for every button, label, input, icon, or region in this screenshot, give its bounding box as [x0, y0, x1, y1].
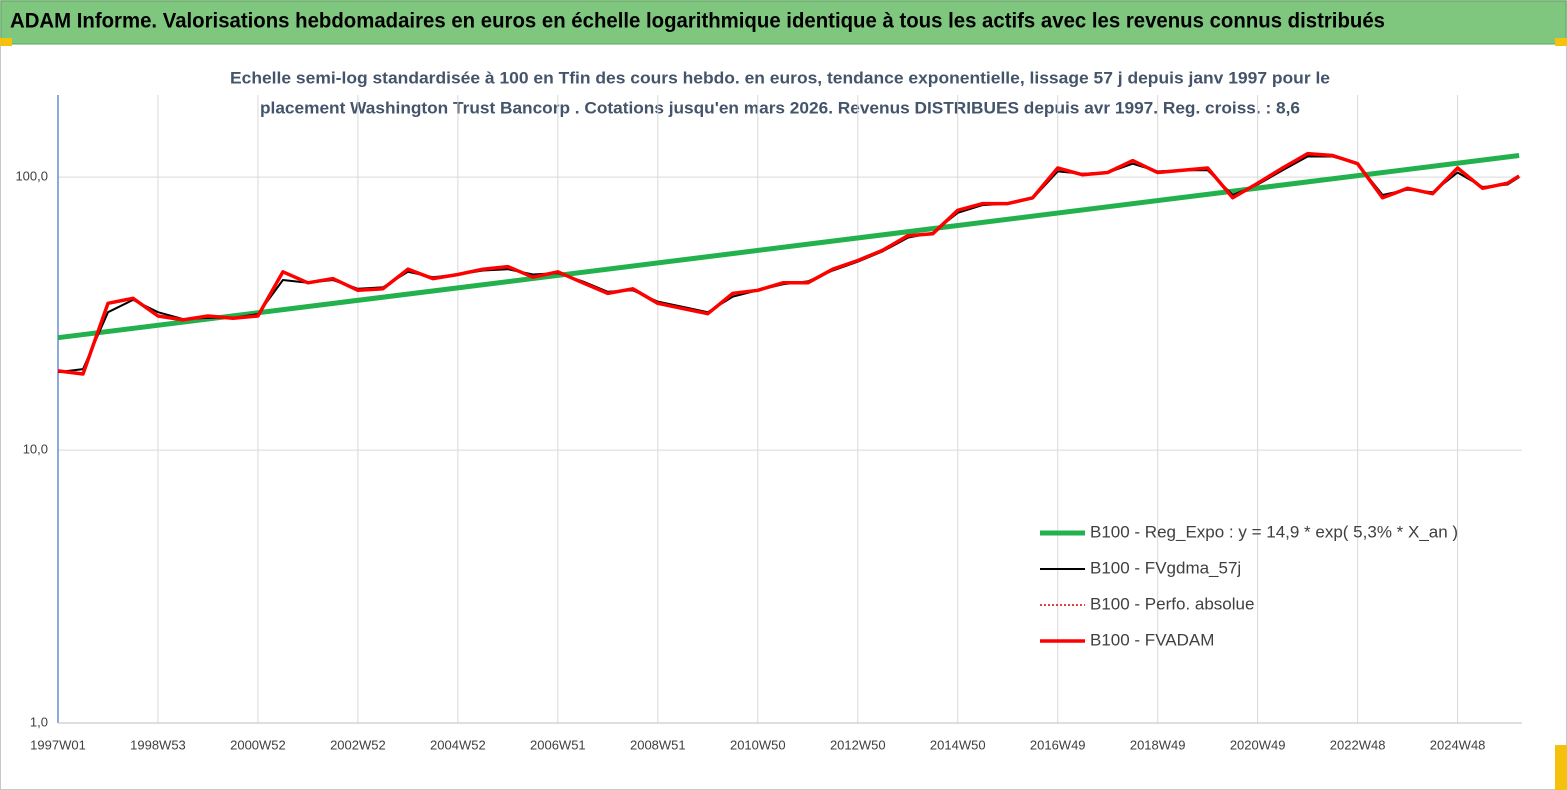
x-tick-label: 2004W52	[430, 737, 486, 752]
x-tick-label: 2018W49	[1130, 737, 1186, 752]
x-tick-label: 2020W49	[1230, 737, 1286, 752]
x-tick-label: 1998W53	[130, 737, 186, 752]
legend-label: B100 - FVgdma_57j	[1090, 558, 1241, 577]
x-tick-label: 2006W51	[530, 737, 586, 752]
x-tick-label: 1997W01	[30, 737, 86, 752]
series-line	[57, 151, 1521, 376]
series-line	[57, 153, 1520, 341]
plot-area: 1,0 10,0 100,0 1997W01 1998W53 2000W52 2002W52…	[15, 95, 1522, 752]
x-tick-label: 2024W48	[1430, 737, 1486, 752]
x-tick-label: 2010W50	[730, 737, 786, 752]
y-tick-label: 10,0	[23, 442, 48, 457]
x-tick-label: 2012W50	[830, 737, 886, 752]
corner-mark	[0, 38, 12, 46]
legend-label: B100 - Perfo. absolue	[1090, 594, 1254, 613]
x-tick-label: 2016W49	[1030, 737, 1086, 752]
corner-mark	[1555, 38, 1567, 46]
y-tick-label: 1,0	[30, 714, 48, 729]
chart-subtitle: Echelle semi-log standardisée à 100 en T…	[230, 68, 1330, 87]
corner-mark	[1555, 745, 1567, 790]
legend-label: B100 - Reg_Expo : y = 14,9 * exp( 5,3% *…	[1090, 522, 1458, 541]
x-tick-label: 2008W51	[630, 737, 686, 752]
header-bar	[0, 0, 1567, 45]
legend-label: B100 - FVADAM	[1090, 630, 1214, 649]
y-tick-label: 100,0	[15, 169, 48, 184]
x-tick-label: 2014W50	[930, 737, 986, 752]
header-title: ADAM Informe. Valorisations hebdomadaire…	[10, 10, 1385, 33]
chart-subtitle: placement Washington Trust Bancorp . Cot…	[260, 98, 1300, 117]
x-tick-label: 2002W52	[330, 737, 386, 752]
x-tick-label: 2022W48	[1330, 737, 1386, 752]
x-tick-label: 2000W52	[230, 737, 286, 752]
